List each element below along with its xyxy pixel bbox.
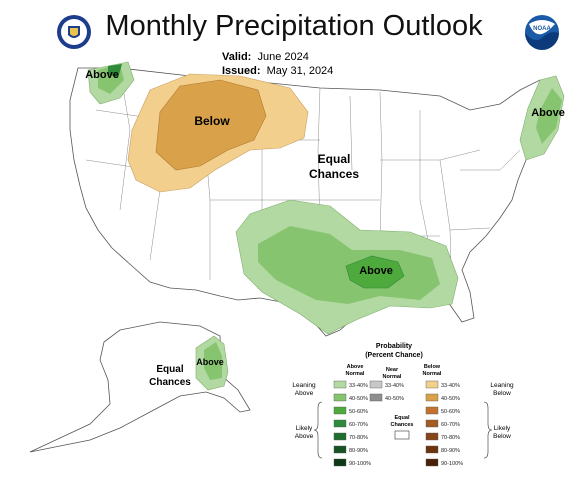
legend-equal-1: Equal (395, 415, 410, 421)
legend-above-swatch-3 (333, 419, 347, 428)
commerce-seal-icon (57, 15, 91, 49)
legend-above-swatch-4 (333, 432, 347, 441)
legend-title-1: Probability (376, 343, 412, 350)
label-equal-chances-1: Equal (318, 152, 351, 166)
label-equal-chances-2: Chances (309, 167, 359, 181)
legend-col-above-2: Normal (346, 371, 365, 377)
legend-below-swatch-2 (425, 406, 439, 415)
legend-likely-below-2: Below (493, 433, 511, 440)
legend-above-label-5: 80-90% (349, 448, 368, 454)
noaa-logo-icon: NOAA (525, 15, 559, 50)
legend-above-label-6: 90-100% (349, 461, 371, 467)
below-region-core (155, 79, 267, 171)
legend-near-swatches: 33-40% 40-50% (369, 380, 404, 402)
legend-above-label-0: 33-40% (349, 383, 368, 389)
legend-likely-above-2: Above (295, 433, 314, 440)
legend-above-swatch-2 (333, 406, 347, 415)
legend-below-label-1: 40-50% (441, 396, 460, 402)
legend-below-label-0: 33-40% (441, 383, 460, 389)
label-alaska-equal-1: Equal (156, 364, 183, 375)
legend-near-swatch-1 (369, 393, 383, 402)
legend-above-label-3: 60-70% (349, 422, 368, 428)
issued-date: Issued: May 31, 2024 (222, 65, 334, 77)
legend-brace-left (313, 401, 323, 459)
above-nw-dark (108, 64, 122, 78)
legend-near-label-0: 33-40% (385, 383, 404, 389)
label-above-south: Above (359, 265, 393, 277)
legend-leaning-below-2: Below (493, 390, 511, 397)
legend-above-label-2: 50-60% (349, 409, 368, 415)
legend-below-label-5: 80-90% (441, 448, 460, 454)
legend-title-2: (Percent Chance) (365, 352, 423, 359)
legend-above-swatch-0 (333, 380, 347, 389)
legend-above-label-1: 40-50% (349, 396, 368, 402)
legend-below-swatch-5 (425, 445, 439, 454)
label-above-ne: Above (531, 107, 565, 119)
legend-above-label-4: 70-80% (349, 435, 368, 441)
legend-leaning-below-1: Leaning (490, 382, 514, 389)
legend-equal-swatch (394, 430, 410, 440)
legend-leaning-above-1: Leaning (292, 382, 316, 389)
label-above-nw: Above (85, 69, 119, 81)
legend-below-swatch-0 (425, 380, 439, 389)
legend-below-swatch-6 (425, 458, 439, 467)
legend-col-near-1: Near (386, 367, 399, 373)
legend-below-swatch-1 (425, 393, 439, 402)
legend-col-below-2: Normal (423, 371, 442, 377)
legend-brace-right (483, 401, 493, 459)
legend-col-above-1: Above (347, 364, 364, 370)
legend-below-swatch-3 (425, 419, 439, 428)
legend-below-swatch-4 (425, 432, 439, 441)
legend-col-below-1: Below (424, 364, 441, 370)
label-alaska-equal-2: Chances (149, 377, 191, 388)
valid-date: Valid: June 2024 (222, 51, 309, 63)
legend-likely-above-1: Likely (296, 425, 313, 432)
alaska-above-core (204, 342, 222, 380)
label-alaska-above: Above (196, 357, 224, 367)
above-south-dark (345, 255, 405, 289)
legend-near-swatch-0 (369, 380, 383, 389)
label-below: Below (194, 114, 230, 128)
legend-below-label-2: 50-60% (441, 409, 460, 415)
above-ne-core (536, 88, 562, 144)
legend-below-label-6: 90-100% (441, 461, 463, 467)
legend-near-label-1: 40-50% (385, 396, 404, 402)
legend-col-near-2: Normal (383, 374, 402, 380)
legend-below-label-3: 60-70% (441, 422, 460, 428)
legend-below-label-4: 70-80% (441, 435, 460, 441)
legend-above-swatches: 33-40% 40-50% 50-60% 60-70% 70-80% 80-90% 90-1… (333, 380, 371, 467)
legend-above-swatch-6 (333, 458, 347, 467)
legend-above-swatch-1 (333, 393, 347, 402)
svg-text:NOAA: NOAA (533, 26, 551, 32)
legend-likely-below-1: Likely (494, 425, 511, 432)
page-title: Monthly Precipitation Outlook (105, 10, 483, 42)
legend-equal-2: Chances (391, 422, 414, 428)
legend-leaning-above-2: Above (295, 390, 314, 397)
legend-above-swatch-5 (333, 445, 347, 454)
legend-below-swatches: 33-40% 40-50% 50-60% 60-70% 70-80% 80-90% 90-1… (425, 380, 463, 467)
